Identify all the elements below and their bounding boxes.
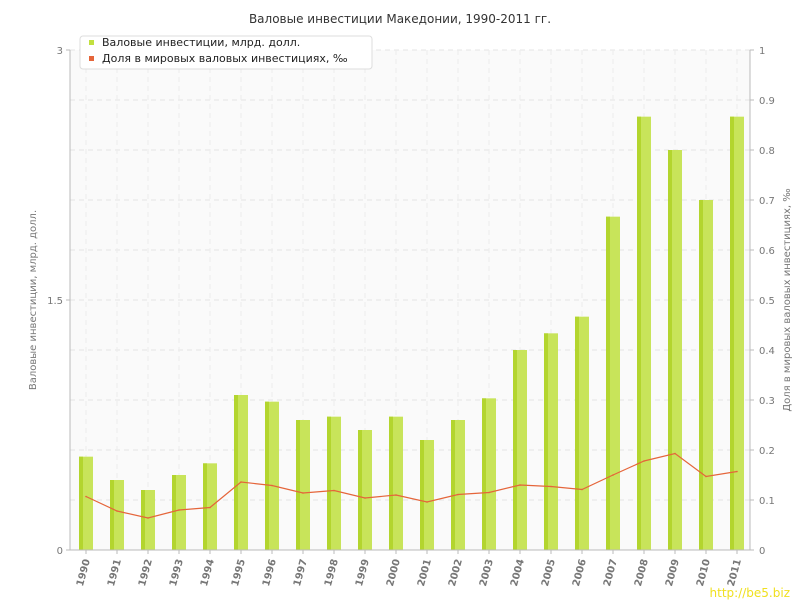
y2-tick-label: 0.5: [759, 296, 775, 307]
y2-tick-label: 0.3: [759, 396, 775, 407]
y2-tick-label: 0.4: [759, 346, 775, 357]
bar-shade: [668, 150, 672, 550]
bar-1993: [172, 475, 186, 550]
bar-shade: [482, 398, 486, 550]
bar-shade: [513, 350, 517, 550]
y-tick-label: 1.5: [47, 296, 63, 307]
line-point-1990: [85, 495, 87, 498]
line-point-2009: [674, 452, 676, 455]
line-point-2003: [488, 491, 490, 494]
y-tick-label: 0: [57, 546, 63, 557]
bar-shade: [79, 456, 83, 550]
line-point-1997: [302, 492, 304, 494]
bar-shade: [389, 416, 393, 550]
line-point-1991: [116, 510, 118, 512]
y2-tick-label: 0.6: [759, 246, 775, 257]
line-point-1998: [333, 489, 335, 492]
y2-tick-label: 0: [759, 546, 765, 557]
y2-tick-label: 0.9: [759, 96, 775, 107]
bar-2004: [513, 350, 527, 550]
chart-title: Валовые инвестиции Македонии, 1990-2011 …: [249, 12, 551, 26]
bar-2003: [482, 398, 496, 550]
line-point-1999: [364, 497, 366, 499]
bar-shade: [575, 316, 579, 550]
y2-axis-title: Доля в мировых валовых инвестициях, ‰: [782, 188, 793, 411]
bar-shade: [451, 420, 455, 550]
line-point-2011: [736, 470, 738, 473]
bar-shade: [544, 333, 548, 550]
y2-tick-label: 0.2: [759, 446, 775, 457]
bar-2002: [451, 420, 465, 550]
line-point-2007: [612, 474, 614, 476]
bar-shade: [141, 490, 145, 550]
bar-1996: [265, 401, 279, 550]
legend-marker-line: [89, 56, 94, 61]
plot-background: [70, 50, 750, 550]
bar-2000: [389, 416, 403, 550]
bar-2008: [637, 116, 651, 551]
legend-label-bars: Валовые инвестиции, млрд. долл.: [102, 36, 300, 49]
bar-shade: [699, 200, 703, 550]
line-point-1992: [147, 517, 149, 519]
bar-1990: [79, 456, 93, 550]
bar-2011: [730, 116, 744, 551]
bar-shade: [637, 116, 641, 551]
bar-2001: [420, 440, 434, 550]
line-point-2004: [519, 484, 521, 486]
line-point-2000: [395, 494, 397, 496]
line-point-2008: [643, 460, 645, 462]
bar-1994: [203, 463, 217, 550]
bar-shade: [172, 475, 176, 550]
bar-2010: [699, 200, 713, 550]
bar-shade: [110, 480, 114, 550]
watermark-text: http://be5.biz: [710, 586, 790, 600]
line-series: [85, 452, 738, 519]
line-point-2010: [705, 475, 707, 478]
bar-shade: [234, 395, 238, 550]
line-point-2001: [426, 501, 428, 503]
bar-shade: [420, 440, 424, 550]
line-path: [85, 452, 738, 519]
bar-1999: [358, 430, 372, 550]
bar-2009: [668, 150, 682, 550]
y-axis-ticks: 01.53: [47, 46, 70, 557]
y2-tick-label: 0.1: [759, 496, 775, 507]
bar-series: [79, 116, 744, 551]
y-tick-label: 3: [57, 46, 63, 57]
bar-2005: [544, 333, 558, 550]
legend: Валовые инвестиции, млрд. долл. Доля в м…: [79, 35, 373, 70]
bar-2007: [606, 216, 620, 550]
y2-axis-ticks: 0 0.1 0.2 0.3 0.4 0.5 0.6 0.7 0.8 0.9 1: [750, 46, 775, 557]
bar-1992: [141, 490, 155, 550]
line-point-2002: [457, 493, 459, 496]
bar-1998: [327, 416, 341, 550]
bar-shade: [358, 430, 362, 550]
line-point-2005: [550, 485, 552, 488]
line-point-1996: [271, 484, 273, 487]
y2-tick-label: 0.8: [759, 146, 775, 157]
bar-shade: [203, 463, 207, 550]
bar-shade: [606, 216, 610, 550]
line-point-1994: [209, 506, 211, 509]
bar-shade: [296, 420, 300, 550]
bar-shade: [730, 116, 734, 551]
bar-shade: [265, 401, 269, 550]
y2-tick-label: 1: [759, 46, 765, 57]
y2-tick-label: 0.7: [759, 196, 775, 207]
bar-1991: [110, 480, 124, 550]
legend-marker-bars: [89, 40, 94, 45]
line-point-1993: [178, 509, 180, 511]
bar-2006: [575, 316, 589, 550]
plot-area: [70, 50, 750, 550]
bar-shade: [327, 416, 331, 550]
bar-1997: [296, 420, 310, 550]
line-point-2006: [581, 488, 583, 491]
legend-label-line: Доля в мировых валовых инвестициях, ‰: [102, 52, 348, 65]
y-axis-title: Валовые инвестиции, млрд. долл.: [28, 210, 39, 390]
line-point-1995: [240, 481, 242, 483]
legend-box: [79, 35, 373, 70]
bar-1995: [234, 395, 248, 550]
